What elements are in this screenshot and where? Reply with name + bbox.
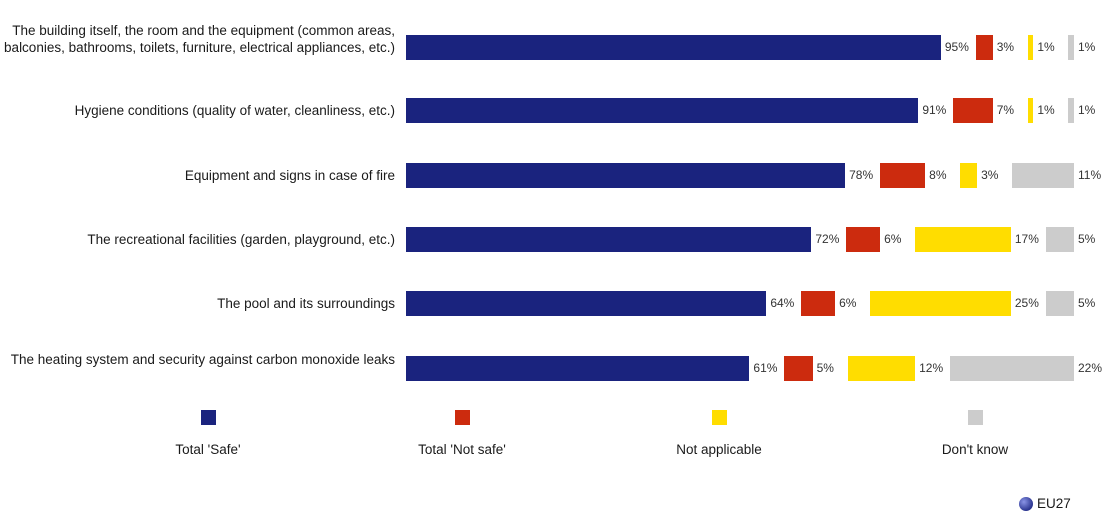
bar-segment xyxy=(847,355,916,381)
bar-segment xyxy=(1068,97,1074,123)
value-label: 25% xyxy=(1014,296,1039,310)
bar-segment xyxy=(406,355,750,381)
bar-segment xyxy=(406,226,812,252)
bar-segment xyxy=(1045,226,1074,252)
value-label: 5% xyxy=(816,361,834,375)
value-label: 1% xyxy=(1078,40,1096,54)
bar-segment xyxy=(406,162,846,188)
bar-segment xyxy=(801,290,836,316)
category-label: The heating system and security against … xyxy=(10,352,395,367)
value-label: 6% xyxy=(884,232,902,246)
legend-swatch xyxy=(712,410,727,425)
region-label: EU27 xyxy=(1037,496,1071,511)
legend-swatch xyxy=(201,410,216,425)
bar-segment xyxy=(846,226,881,252)
value-label: 95% xyxy=(944,40,969,54)
value-label: 5% xyxy=(1078,296,1096,310)
legend-label: Total 'Not safe' xyxy=(418,442,506,457)
bar-segment xyxy=(1068,34,1074,60)
category-label: Hygiene conditions (quality of water, cl… xyxy=(74,102,395,118)
value-label: 72% xyxy=(815,232,840,246)
value-label: 5% xyxy=(1078,232,1096,246)
bar-segment xyxy=(406,34,941,60)
value-label: 22% xyxy=(1078,361,1103,375)
bar-segment xyxy=(960,162,978,188)
value-label: 3% xyxy=(981,168,999,182)
category-label: Equipment and signs in case of fire xyxy=(184,167,395,183)
legend-swatch xyxy=(968,410,983,425)
bar-segment xyxy=(880,162,926,188)
legend-label: Don't know xyxy=(941,442,1009,457)
legend-label: Not applicable xyxy=(676,442,762,457)
bar-segment xyxy=(1027,34,1034,60)
value-label: 17% xyxy=(1014,232,1039,246)
category-label: The recreational facilities (garden, pla… xyxy=(87,231,395,247)
bar-segment xyxy=(784,355,813,381)
legend-swatch xyxy=(455,410,470,425)
value-label: 78% xyxy=(849,168,874,182)
bar-segment xyxy=(975,34,993,60)
region-badge: EU27 xyxy=(1019,496,1071,511)
value-label: 6% xyxy=(839,296,857,310)
value-label: 1% xyxy=(1037,40,1055,54)
bar-segment xyxy=(406,290,767,316)
value-label: 8% xyxy=(929,168,947,182)
globe-icon xyxy=(1019,496,1033,511)
bar-segment xyxy=(953,97,993,123)
value-label: 11% xyxy=(1078,168,1102,182)
value-label: 1% xyxy=(1078,103,1096,117)
value-label: 64% xyxy=(770,296,795,310)
bar-segment xyxy=(1045,290,1074,316)
value-label: 1% xyxy=(1037,103,1055,117)
value-label: 3% xyxy=(996,40,1015,54)
legend-label: Total 'Safe' xyxy=(175,442,241,457)
value-label: 91% xyxy=(922,103,947,117)
value-label: 61% xyxy=(753,361,778,375)
bar-segment xyxy=(1012,162,1074,188)
bar-segment xyxy=(406,97,919,123)
bar-segment xyxy=(1027,97,1034,123)
bar-segment xyxy=(870,290,1011,316)
value-label: 12% xyxy=(919,361,944,375)
category-label: The building itself, the room and the eq… xyxy=(4,22,395,55)
bar-segment xyxy=(915,226,1011,252)
bar-segment xyxy=(950,355,1074,381)
value-label: 7% xyxy=(996,103,1015,117)
category-label: The pool and its surroundings xyxy=(217,295,395,311)
